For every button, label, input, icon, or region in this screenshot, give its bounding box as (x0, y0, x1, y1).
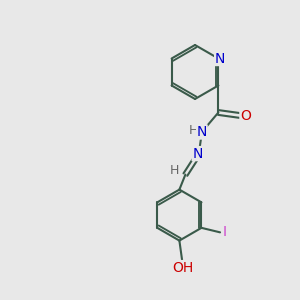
Text: N: N (192, 147, 203, 160)
Text: N: N (197, 125, 207, 139)
Text: N: N (215, 52, 225, 65)
Text: I: I (223, 225, 226, 239)
Text: H: H (170, 164, 180, 177)
Text: H: H (189, 124, 198, 137)
Text: O: O (240, 109, 251, 122)
Text: OH: OH (172, 261, 194, 274)
